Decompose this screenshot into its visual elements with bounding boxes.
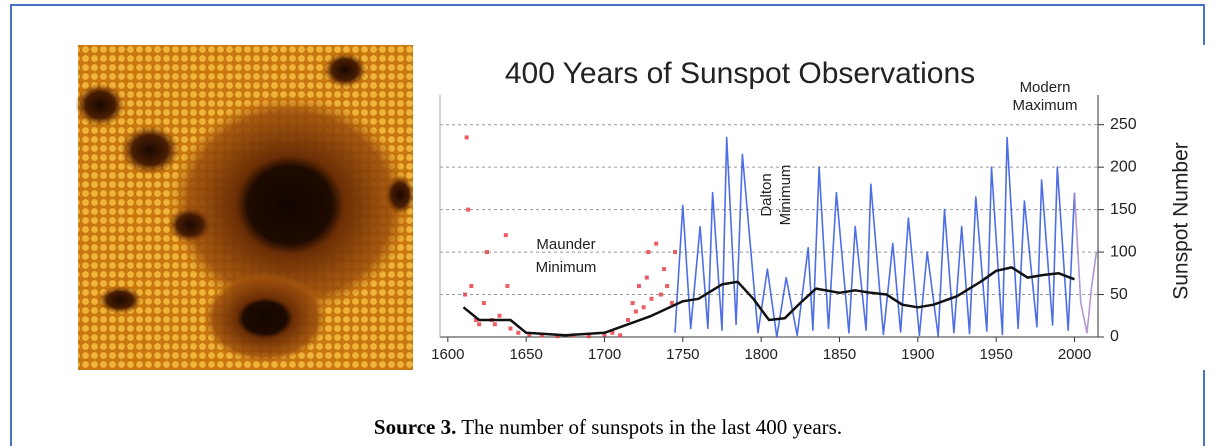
chart-background	[413, 45, 1205, 370]
scatter-point	[497, 313, 502, 318]
annotation: Minimum	[536, 259, 597, 276]
scatter-point	[633, 309, 638, 314]
annotation: Maximum	[1012, 97, 1077, 114]
scatter-point	[555, 334, 560, 339]
scatter-point	[644, 275, 649, 280]
x-tick-label: 1900	[901, 346, 934, 363]
chart: 400 Years of Sunspot Observations 0 50 100 1…	[431, 57, 1192, 363]
x-tick-label: 1850	[823, 346, 856, 363]
y-tick-label: 250	[1110, 116, 1137, 133]
scatter-point	[516, 330, 521, 335]
scatter-point	[505, 284, 510, 289]
caption: Source 3. The number of sunspots in the …	[374, 415, 842, 439]
scatter-point	[618, 333, 623, 338]
annotation: Modern	[1020, 79, 1071, 96]
data-line	[462, 266, 1075, 337]
scatter-point	[658, 292, 663, 297]
x-tick-label: 1750	[666, 346, 699, 363]
scatter-point	[586, 334, 591, 339]
y-tick-label: 0	[1110, 328, 1119, 345]
data-line	[674, 136, 1076, 338]
y-tick-label: 200	[1110, 158, 1137, 175]
x-tick-label: 2000	[1058, 346, 1091, 363]
scatter-point	[463, 292, 468, 297]
scatter-point	[665, 284, 670, 289]
x-tick-label: 1600	[431, 346, 464, 363]
scatter-point	[654, 241, 659, 246]
scatter-point	[466, 207, 471, 212]
scatter-point	[626, 318, 630, 323]
annotation: Dalton	[758, 173, 775, 216]
scatter-point	[602, 332, 607, 337]
scatter-point	[492, 322, 497, 327]
scatter-point	[527, 332, 532, 337]
scatter-point	[649, 296, 654, 301]
sunspot-photo	[75, 45, 415, 370]
scatter-point	[673, 250, 677, 255]
caption-label: Source 3.	[374, 415, 456, 439]
scatter-point	[539, 333, 544, 338]
caption-text: The number of sunspots in the last 400 y…	[461, 415, 842, 439]
chart-title: 400 Years of Sunspot Observations	[505, 57, 975, 90]
scatter-point	[464, 135, 469, 140]
scatter-point	[630, 301, 635, 306]
scatter-point	[503, 233, 508, 238]
x-tick-label: 1700	[588, 346, 621, 363]
scatter-point	[508, 326, 513, 331]
y-tick-label: 50	[1110, 286, 1128, 303]
data-line	[1073, 192, 1098, 334]
scatter-point	[485, 250, 489, 255]
x-tick-label: 1650	[509, 346, 542, 363]
y-tick-label: 100	[1110, 243, 1137, 260]
y-tick-label: 150	[1110, 201, 1137, 218]
x-tick-label: 1950	[979, 346, 1012, 363]
x-tick-label: 1800	[744, 346, 777, 363]
scatter-point	[469, 284, 474, 289]
y-axis-label: Sunspot Number	[1170, 142, 1193, 300]
scatter-point	[646, 250, 651, 255]
scatter-point	[662, 267, 667, 272]
scatter-point	[474, 318, 479, 323]
scatter-point	[610, 330, 615, 335]
scatter-point	[669, 301, 674, 306]
scatter-point	[641, 305, 646, 310]
annotation: Minimum	[777, 165, 794, 226]
scatter-point	[477, 322, 482, 327]
scatter-point	[636, 284, 641, 289]
annotation: Maunder	[536, 236, 595, 253]
scatter-point	[481, 301, 486, 306]
